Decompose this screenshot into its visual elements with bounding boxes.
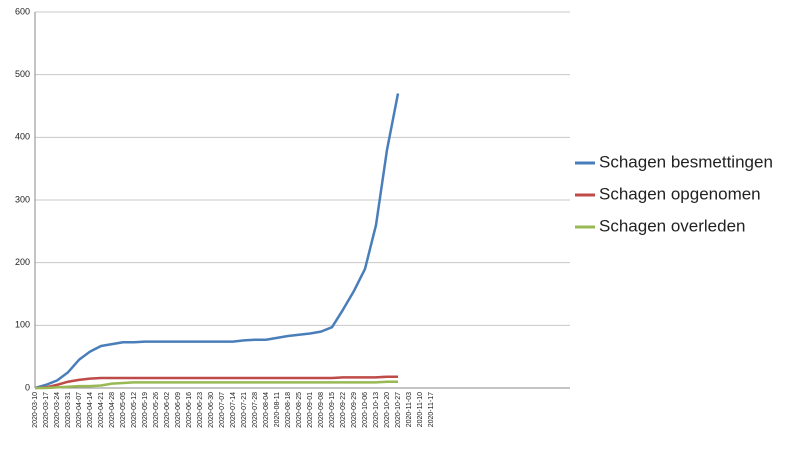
series-line xyxy=(34,375,398,390)
x-tick-label: 2020-11-03 xyxy=(406,392,413,427)
x-tick-label: 2020-07-14 xyxy=(230,392,237,428)
x-tick-label: 2020-09-29 xyxy=(351,392,358,428)
x-tick-label: 2020-09-01 xyxy=(307,392,314,428)
y-tick-label: 200 xyxy=(15,257,30,267)
x-tick-label: 2020-04-21 xyxy=(98,392,105,428)
x-tick-label: 2020-07-28 xyxy=(252,392,259,428)
y-tick-label: 300 xyxy=(15,194,30,204)
y-tick-label: 600 xyxy=(15,6,30,16)
x-tick-label: 2020-04-14 xyxy=(87,392,94,428)
x-tick-label: 2020-08-11 xyxy=(274,392,281,427)
x-tick-label: 2020-08-18 xyxy=(285,392,292,428)
x-tick-label: 2020-11-10 xyxy=(417,392,424,427)
x-tick-label: 2020-09-15 xyxy=(329,392,336,428)
x-tick-label: 2020-06-16 xyxy=(186,392,193,428)
x-tick-label: 2020-06-09 xyxy=(175,392,182,428)
y-tick-label: 500 xyxy=(15,69,30,79)
x-tick-label: 2020-10-13 xyxy=(373,392,380,428)
legend-label: Schagen opgenomen xyxy=(599,184,761,203)
x-tick-label: 2020-03-10 xyxy=(32,392,39,428)
x-tick-label: 2020-07-21 xyxy=(241,392,248,428)
y-tick-label: 0 xyxy=(25,382,30,392)
x-tick-label: 2020-08-25 xyxy=(296,392,303,428)
series-line xyxy=(35,380,398,390)
x-tick-label: 2020-07-07 xyxy=(219,392,226,428)
x-tick-label: 2020-05-19 xyxy=(142,392,149,428)
x-tick-label: 2020-06-30 xyxy=(208,392,215,428)
x-tick-label: 2020-10-06 xyxy=(362,392,369,428)
x-tick-label: 2020-06-23 xyxy=(197,392,204,428)
x-tick-label: 2020-06-02 xyxy=(164,392,171,428)
x-tick-label: 2020-05-05 xyxy=(120,392,127,428)
x-tick-label: 2020-09-22 xyxy=(340,392,347,428)
y-tick-label: 100 xyxy=(15,320,30,330)
x-tick-label: 2020-10-27 xyxy=(395,392,402,428)
x-tick-label: 2020-05-12 xyxy=(131,392,138,428)
x-tick-label: 2020-10-20 xyxy=(384,392,391,428)
x-tick-label: 2020-09-08 xyxy=(318,392,325,428)
x-tick-label: 2020-03-31 xyxy=(65,392,72,428)
x-tick-label: 2020-03-17 xyxy=(43,392,50,428)
legend-label: Schagen besmettingen xyxy=(599,152,773,171)
legend-label: Schagen overleden xyxy=(599,216,746,235)
x-tick-label: 2020-08-04 xyxy=(263,392,270,428)
x-tick-label: 2020-03-24 xyxy=(54,392,61,428)
series-line xyxy=(34,93,400,390)
x-tick-label: 2020-05-26 xyxy=(153,392,160,428)
x-tick-label: 2020-04-28 xyxy=(109,392,116,428)
y-tick-label: 400 xyxy=(15,132,30,142)
x-tick-label: 2020-11-17 xyxy=(428,392,435,427)
x-tick-label: 2020-04-07 xyxy=(76,392,83,428)
